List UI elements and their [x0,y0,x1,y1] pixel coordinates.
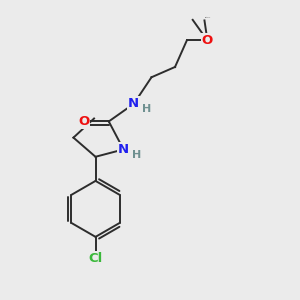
Text: N: N [128,97,140,110]
Text: H: H [132,150,141,160]
Text: O: O [202,34,213,47]
Text: methoxy: methoxy [205,16,211,17]
Text: Cl: Cl [88,252,103,265]
Text: O: O [78,115,89,128]
Text: N: N [118,143,129,156]
Text: H: H [142,104,151,114]
